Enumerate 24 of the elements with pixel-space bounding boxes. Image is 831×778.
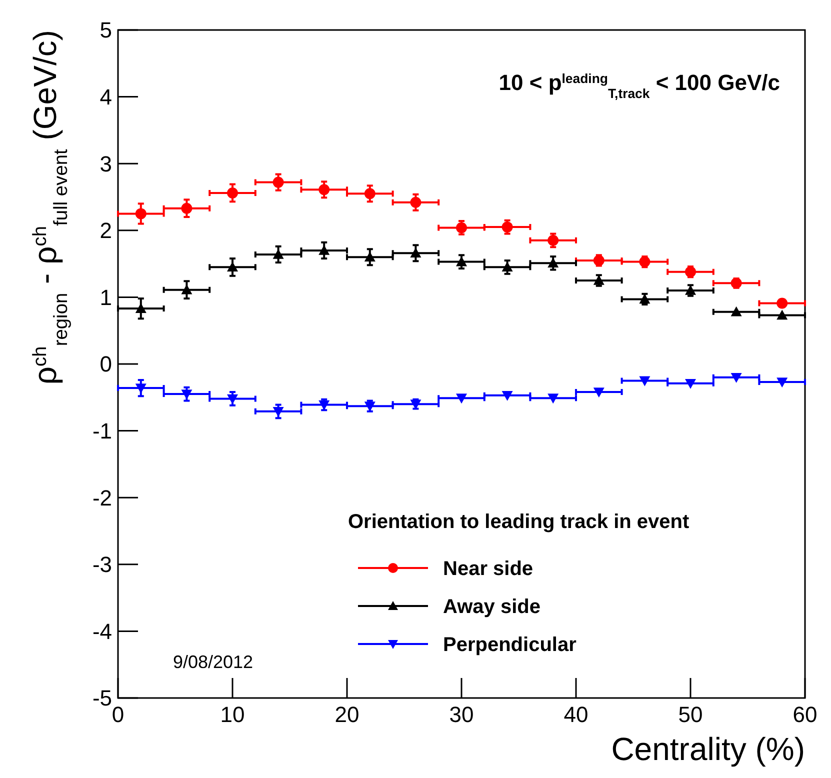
legend-title: Orientation to leading track in event bbox=[348, 511, 690, 533]
y-tick-label: -4 bbox=[92, 618, 112, 644]
y-tick-label: 5 bbox=[100, 18, 112, 43]
y-tick-label: -2 bbox=[92, 485, 112, 510]
x-axis-title: Centrality (%) bbox=[611, 731, 805, 767]
x-tick-label: 20 bbox=[334, 702, 360, 727]
y-tick-label: 3 bbox=[100, 151, 112, 176]
x-tick-label: 60 bbox=[792, 702, 818, 727]
x-tick-label: 40 bbox=[564, 702, 588, 727]
annotation: 10 < p$^{leading}$$_{T,track}$ < 100 GeV/c bbox=[498, 70, 780, 100]
y-tick-label: 2 bbox=[100, 218, 112, 244]
x-tick-label: 30 bbox=[449, 702, 474, 727]
y-tick-label: 1 bbox=[100, 284, 112, 310]
y-tick-label: 0 bbox=[100, 352, 112, 377]
x-tick-label: 10 bbox=[220, 702, 245, 727]
annotation: 9/08/2012 bbox=[172, 652, 254, 672]
legend-label: Perpendicular bbox=[443, 634, 577, 656]
y-tick-label: -3 bbox=[92, 552, 112, 578]
legend-label: Away side bbox=[443, 596, 540, 618]
y-tick-label: -5 bbox=[92, 686, 112, 711]
x-tick-label: 50 bbox=[678, 702, 703, 727]
y-tick-label: 4 bbox=[100, 84, 112, 110]
legend-label: Near side bbox=[443, 558, 534, 580]
y-tick-label: -1 bbox=[92, 418, 112, 444]
